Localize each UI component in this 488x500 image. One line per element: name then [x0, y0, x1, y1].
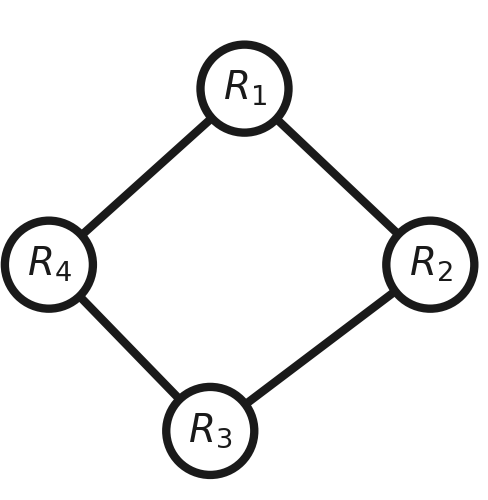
Text: $\mathit{R}_2$: $\mathit{R}_2$ — [407, 245, 451, 284]
Circle shape — [200, 44, 288, 132]
Circle shape — [166, 387, 254, 475]
Text: $\mathit{R}_4$: $\mathit{R}_4$ — [26, 245, 71, 284]
Text: $\mathit{R}_3$: $\mathit{R}_3$ — [188, 412, 232, 450]
Circle shape — [5, 220, 93, 308]
Text: $\mathit{R}_1$: $\mathit{R}_1$ — [222, 69, 266, 108]
Circle shape — [386, 220, 473, 308]
